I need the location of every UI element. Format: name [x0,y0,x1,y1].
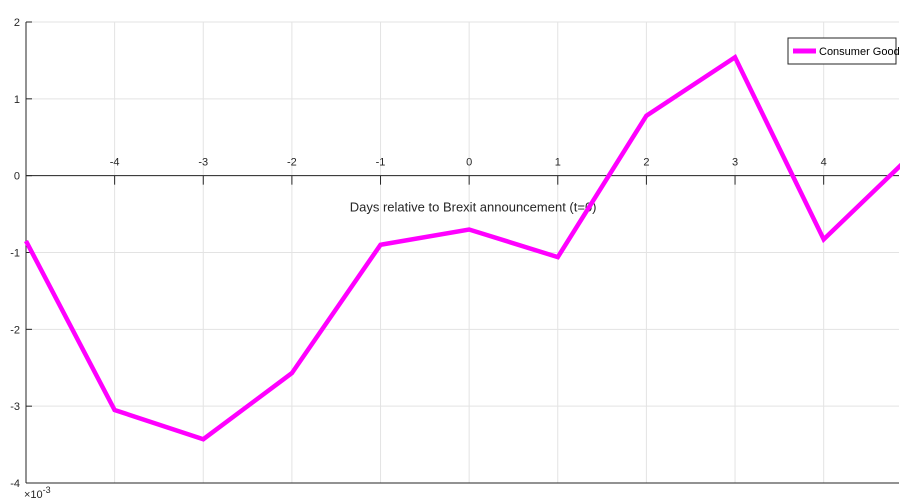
y-tick-label: -3 [10,401,20,413]
x-tick-label: -4 [110,157,120,169]
x-tick-label: 3 [732,157,738,169]
x-tick-label: 2 [643,157,649,169]
legend-entry-consumer-goods: Consumer Goods [819,46,900,58]
y-scale-exponent: -3 [43,485,51,495]
y-tick-label: -2 [10,324,20,336]
y-scale-prefix: ×10 [24,489,43,501]
x-tick-label: -2 [287,157,297,169]
x-tick-label: -3 [198,157,208,169]
legend: Consumer Goods [788,38,900,64]
y-tick-label: 1 [14,94,20,106]
x-tick-label: 1 [555,157,561,169]
x-tick-label: 0 [466,157,472,169]
x-tick-label: -1 [376,157,386,169]
y-tick-label: -1 [10,248,20,260]
y-tick-label: 2 [14,17,20,29]
x-tick-label: 4 [821,157,827,169]
y-tick-label: -4 [10,478,20,490]
x-axis-label: Days relative to Brexit announcement (t=… [350,200,597,215]
y-tick-label: 0 [14,171,20,183]
